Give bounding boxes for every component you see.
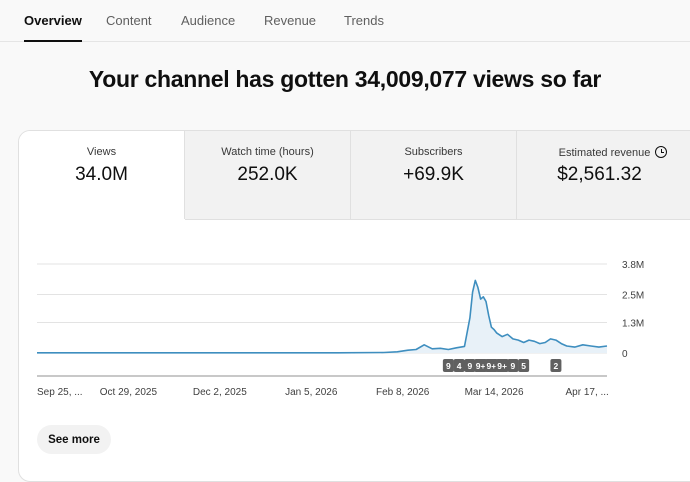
metric-views[interactable]: Views 34.0M [19,131,185,219]
metric-subscribers[interactable]: Subscribers +69.9K [351,131,517,220]
metric-label-text: Estimated revenue [558,147,651,159]
metric-estimated-revenue[interactable]: Estimated revenue $2,561.32 [517,131,690,220]
tab-overview[interactable]: Overview [24,0,82,42]
tab-content[interactable]: Content [106,13,152,28]
metric-label: Views [86,146,117,158]
metric-value: $2,561.32 [557,164,642,185]
tab-audience[interactable]: Audience [181,13,236,28]
metric-watch-time[interactable]: Watch time (hours) 252.0K [185,131,351,220]
metric-label: Subscribers [404,146,463,158]
page-headline: Your channel has gotten 34,009,077 views… [88,66,602,92]
metric-label: Estimated revenue [517,146,690,159]
metric-value: +69.9K [403,164,464,185]
tab-revenue[interactable]: Revenue [264,13,317,28]
metric-tabs: Views 34.0M Watch time (hours) 252.0K Su… [19,131,690,220]
metric-value: 34.0M [75,164,128,185]
metric-value: 252.0K [237,164,298,185]
clock-icon [655,146,668,158]
tab-trends[interactable]: Trends [344,13,384,28]
metric-label: Watch time (hours) [221,146,314,158]
tab-bar: Overview Content Audience Revenue Trends [0,0,690,42]
see-more-button[interactable]: See more [37,425,111,454]
analytics-card: Views 34.0M Watch time (hours) 252.0K Su… [18,130,690,482]
